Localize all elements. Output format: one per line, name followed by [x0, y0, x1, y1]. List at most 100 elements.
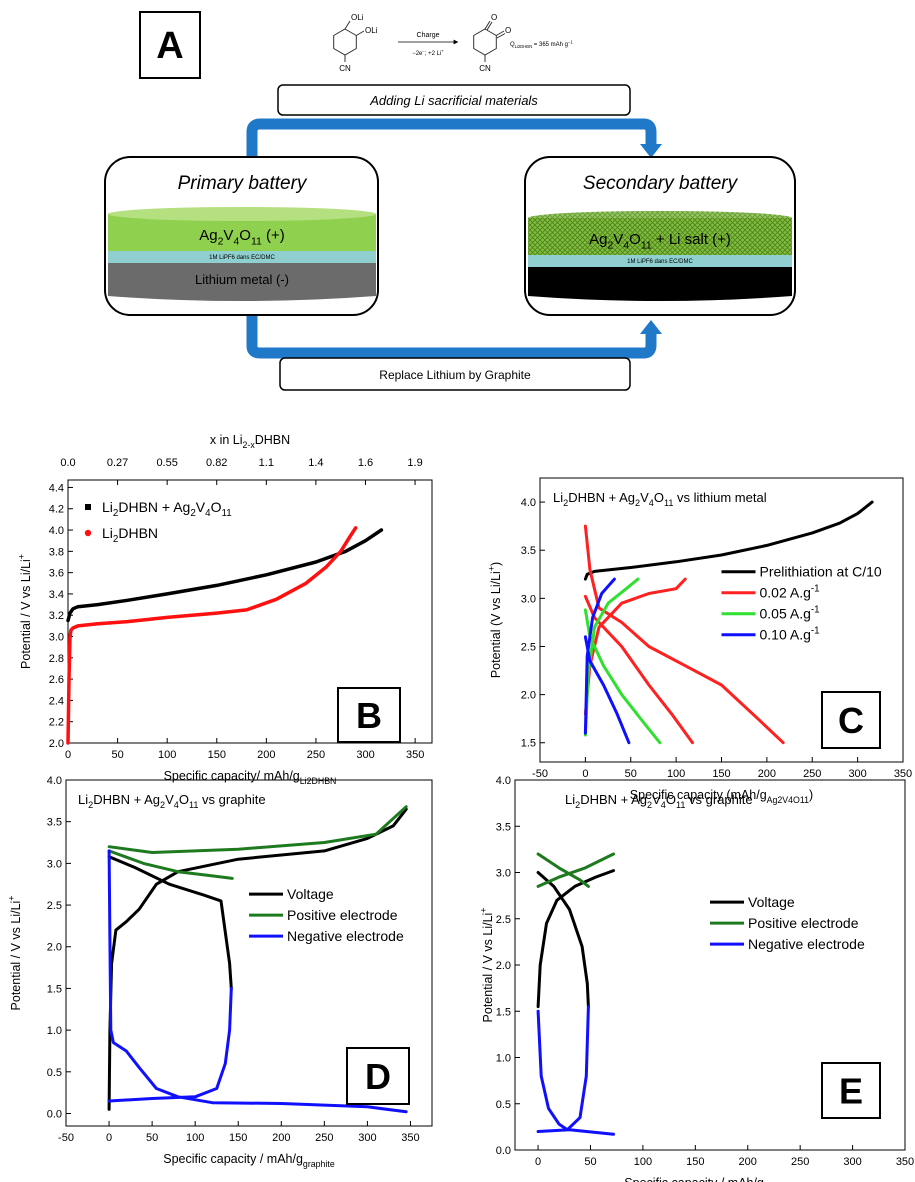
text-part: 11: [664, 498, 673, 508]
legend-marker: [84, 529, 92, 537]
text-part: DHBN + Ag: [568, 490, 635, 505]
text-part: +: [16, 554, 26, 559]
y-tick-label: 2.5: [521, 641, 536, 653]
text-part: ): [809, 788, 813, 802]
capacity-label: QLi2DHBN = 365 mAh g−1: [510, 39, 573, 49]
x-tick-label: 0: [106, 1132, 112, 1144]
x-tick-label: 200: [257, 749, 275, 761]
x-tick-label: 250: [315, 1132, 333, 1144]
y-axis-title: Potential / V vs Li/Li+: [16, 554, 33, 669]
data-line: [66, 526, 358, 745]
text-part: DHBN + Ag: [93, 792, 160, 807]
text-part: V: [613, 231, 623, 248]
text-part: Li: [78, 792, 88, 807]
anode-label: Lithium metal (-): [195, 272, 289, 287]
panel-box: [337, 687, 401, 743]
x-tick-label: 250: [307, 749, 325, 761]
anode-layer: [528, 266, 792, 301]
group-label: O: [491, 13, 497, 22]
x-tick-label: 150: [208, 749, 226, 761]
text-part: V: [652, 792, 661, 807]
text-part: 4: [174, 800, 179, 810]
text-part: -1: [811, 625, 820, 636]
arrow-label: Charge: [417, 32, 440, 39]
y-tick-label: 1.0: [496, 1053, 511, 1065]
annotation: Li2DHBN + Ag2V4O11 vs graphite: [565, 792, 753, 810]
bond: [344, 20, 351, 30]
text-part: DHBN + Ag: [118, 499, 190, 515]
text-part: 2: [635, 498, 640, 508]
group-label: OLi: [351, 13, 364, 22]
panel-label: C: [838, 700, 864, 741]
x2-tick-label: 1.1: [259, 457, 274, 469]
y-tick-label: 2.0: [47, 942, 62, 954]
text-part: O: [179, 792, 189, 807]
text-part: 2: [647, 800, 652, 810]
text-part: O: [666, 792, 676, 807]
text-part: graphite: [303, 1159, 335, 1169]
flow-arrow-head: [640, 144, 662, 158]
legend-label: Positive electrode: [748, 915, 859, 931]
x-tick-label: 0: [535, 1156, 541, 1168]
x-axis-title: Specific capacity (mAh/gAg2V4O11): [630, 788, 813, 805]
diagram: A OLi OLi CN Charge −2e−; +2 Li+ O O CN …: [104, 11, 796, 391]
y-tick-label: 0.5: [496, 1099, 511, 1111]
step-label: Replace Lithium by Graphite: [379, 368, 531, 382]
y-tick-label: 2.2: [49, 717, 64, 729]
x-tick-label: 150: [712, 768, 730, 780]
arrow-label: −2e−; +2 Li+: [412, 48, 444, 57]
text-part: Ag: [589, 231, 607, 248]
x2-tick-label: 0.82: [206, 457, 227, 469]
text-part: Specific capacity / mAh/g: [163, 1152, 303, 1166]
benzene-ring: [473, 28, 497, 56]
text-part: Li: [102, 499, 113, 515]
text-part: Ag2V4O11: [767, 795, 809, 805]
text-part: 2: [575, 800, 580, 810]
y-tick-label: 3.0: [521, 593, 536, 605]
y-tick-label: 2.5: [496, 914, 511, 926]
text-part: + Li salt (+): [652, 231, 731, 248]
x-tick-label: -50: [58, 1132, 74, 1144]
text-part: V: [165, 792, 174, 807]
legend-label: Voltage: [287, 886, 334, 902]
bond: [356, 30, 365, 36]
y-tick-label: 1.0: [47, 1025, 62, 1037]
text-part: DHBN: [255, 433, 290, 447]
x2-tick-label: 0.27: [107, 457, 128, 469]
text-part: 11: [221, 508, 231, 519]
y-axis-title: Potential / V vs Li/Li+: [478, 908, 495, 1023]
step-box: [279, 357, 631, 391]
text-part: ): [489, 562, 503, 566]
text-part: 4: [233, 236, 239, 248]
y-tick-label: 3.4: [49, 589, 64, 601]
legend-marker: [85, 504, 91, 510]
y-tick-label: 4.0: [496, 775, 511, 787]
electrolyte-label: 1M LiPF6 dans EC/DMC: [209, 255, 275, 261]
text-part: Q: [510, 42, 515, 48]
x2-tick-label: 0.55: [156, 457, 177, 469]
y-tick-label: 0.5: [47, 1067, 62, 1079]
text-part: vs lithium metal: [673, 490, 766, 505]
text-part: Potential (V vs Li/Li: [489, 571, 503, 678]
x-tick-label: 150: [229, 1132, 247, 1144]
flow-arrow-head: [640, 320, 662, 334]
y-tick-label: 0.0: [47, 1108, 62, 1120]
text-part: 2-x: [243, 440, 256, 450]
text-part: 2: [160, 800, 165, 810]
text-part: Potential / V vs Li/Li: [9, 901, 23, 1011]
text-part: −2e: [412, 51, 423, 57]
text-part: −1: [568, 39, 573, 44]
text-part: 4: [661, 800, 666, 810]
x-tick-label: 350: [406, 749, 424, 761]
x-tick-label: 100: [158, 749, 176, 761]
y-tick-label: 4.4: [49, 482, 64, 494]
text-part: ; +2 Li: [425, 51, 442, 57]
data-line: [536, 1005, 615, 1136]
y-tick-label: 3.0: [49, 632, 64, 644]
y-tick-label: 3.0: [496, 868, 511, 880]
y-tick-label: 4.0: [49, 525, 64, 537]
text-part: 11: [676, 800, 685, 810]
text-part: Ag: [199, 227, 217, 244]
text-part: DHBN + Ag: [580, 792, 647, 807]
